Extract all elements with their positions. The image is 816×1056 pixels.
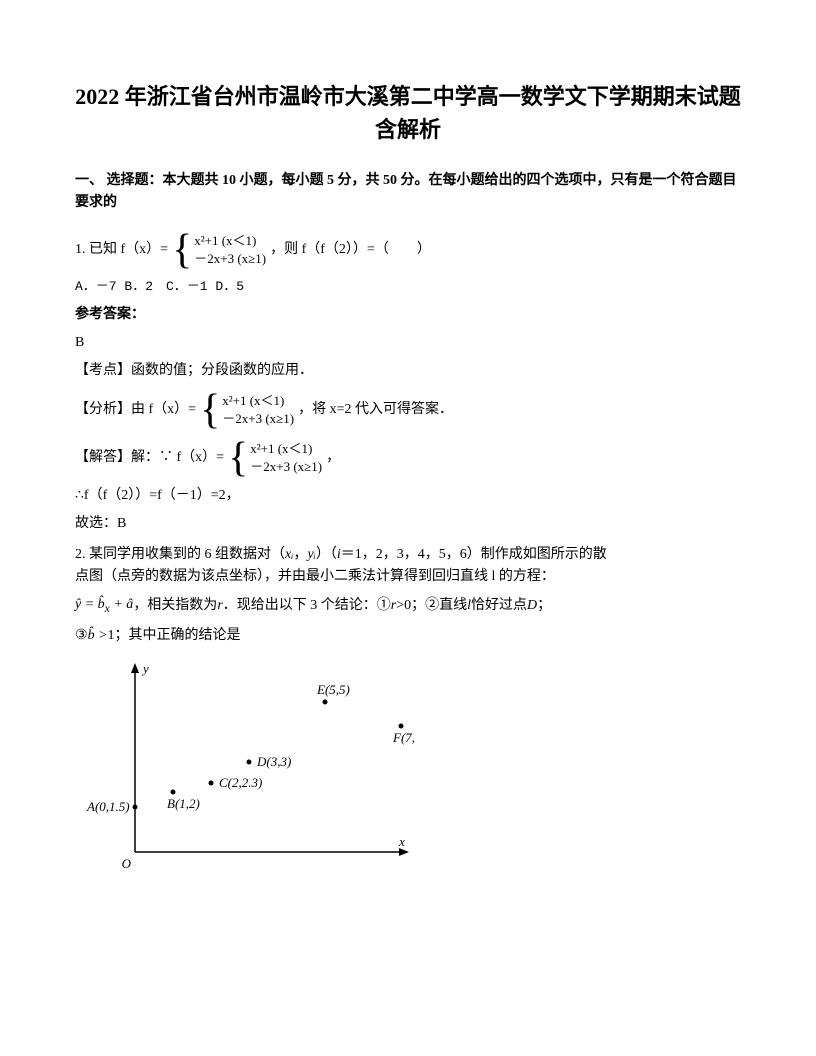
q1-options: A．－7 B．2 C．－1 D．5 [75,277,741,298]
q1-guxuan: 故选：B [75,513,741,535]
var-xi: xᵢ [285,544,293,566]
answer-label: 参考答案： [75,304,741,326]
piece-1: x²+1 (x＜1) [194,232,266,250]
text: ＝1，2，3，4，5，6）制作成如图所示的散 [341,544,607,566]
question-2: 2. 某同学用收集到的 6 组数据对（ xᵢ ， yᵢ ）（ i ＝1，2，3，… [75,544,741,648]
piece-2: －2x+3 (x≥1) [222,410,294,428]
svg-text:C(2,2.3): C(2,2.3) [219,775,262,790]
jieda-prefix: 【解答】解：∵ f（x）= [75,447,224,469]
piece-2: －2x+3 (x≥1) [250,458,322,476]
question-1: 1. 已知 f（x）= { x²+1 (x＜1) －2x+3 (x≥1) ，则 … [75,229,741,536]
q1-jieda: 【解答】解：∵ f（x）= { x²+1 (x＜1) －2x+3 (x≥1) ， [75,437,741,479]
text: ③ [75,625,88,647]
text: >0；②直线 [396,595,467,617]
svg-text:D(3,3): D(3,3) [256,754,291,769]
var-D: D [527,595,537,617]
piece-1: x²+1 (x＜1) [250,440,322,458]
page-title: 2022 年浙江省台州市温岭市大溪第二中学高一数学文下学期期末试题含解析 [75,80,741,146]
q2-line4: ③ b̂ > 1；其中正确的结论是 [75,625,741,647]
jieda-suffix: ， [326,447,340,469]
brace-icon: { [200,389,220,431]
scatter-chart: y x O A(0,1.5) B(1,2) C(2,2.3) D(3,3) E(5,5) F(7… [85,657,741,885]
piece-1: x²+1 (x＜1) [222,392,294,410]
text: 2. 某同学用收集到的 6 组数据对（ [75,544,285,566]
q1-stem: 1. 已知 f（x）= { x²+1 (x＜1) －2x+3 (x≥1) ，则 … [75,229,741,271]
q2-line3: ŷ = b̂x + â ，相关指数为 r ．现给出以下 3 个结论：① r >0… [75,594,741,618]
svg-text:E(5,5): E(5,5) [316,682,350,697]
text: ， [293,544,307,566]
brace-icon: { [228,437,248,479]
svg-text:F(7,4.2): F(7,4.2) [392,730,415,745]
svg-text:x: x [398,834,405,849]
fenxi-prefix: 【分析】由 f（x）= [75,399,196,421]
svg-text:A(0,1.5): A(0,1.5) [86,799,130,814]
q1-fenxi: 【分析】由 f（x）= { x²+1 (x＜1) －2x+3 (x≥1) ，将 … [75,389,741,431]
text: 1；其中正确的结论是 [108,625,241,647]
piecewise-function: { x²+1 (x＜1) －2x+3 (x≥1) [200,389,294,431]
scatter-svg: y x O A(0,1.5) B(1,2) C(2,2.3) D(3,3) E(5,5) F(7… [85,657,415,877]
text: ，相关指数为 [133,595,217,617]
text: 恰好过点 [471,595,527,617]
q1-answer: B [75,332,741,354]
text: ）（ [316,544,337,566]
var-yi: yᵢ [307,544,315,566]
q1-suffix: ，则 f（f（2））=（ ） [270,239,431,261]
brace-icon: { [172,229,192,271]
svg-text:y: y [141,661,149,676]
svg-text:O: O [122,856,132,871]
eq-part: + â [110,597,133,612]
b-hat-eq: b̂ > [88,625,108,647]
piece-2: －2x+3 (x≥1) [194,250,266,268]
svg-text:B(1,2): B(1,2) [167,796,200,811]
q2-line2: 点图（点旁的数据为该点坐标），并由最小二乘法计算得到回归直线 l 的方程： [75,566,741,588]
q1-step: ∴f（f（2））=f（－1）=2， [75,485,741,507]
q1-prefix: 1. 已知 f（x）= [75,239,168,261]
text: ．现给出以下 3 个结论：① [223,595,391,617]
fenxi-suffix: ，将 x=2 代入可得答案． [298,399,453,421]
piecewise-function: { x²+1 (x＜1) －2x+3 (x≥1) [172,229,266,271]
eq-part: ŷ = b̂ [75,597,105,612]
text: ； [537,595,551,617]
section-1-header: 一、 选择题：本大题共 10 小题，每小题 5 分，共 50 分。在每小题给出的… [75,170,741,215]
regression-eq: ŷ = b̂x + â [75,594,133,618]
q2-line1: 2. 某同学用收集到的 6 组数据对（ xᵢ ， yᵢ ）（ i ＝1，2，3，… [75,544,607,566]
q1-kaodian: 【考点】函数的值；分段函数的应用． [75,360,741,382]
piecewise-function: { x²+1 (x＜1) －2x+3 (x≥1) [228,437,322,479]
